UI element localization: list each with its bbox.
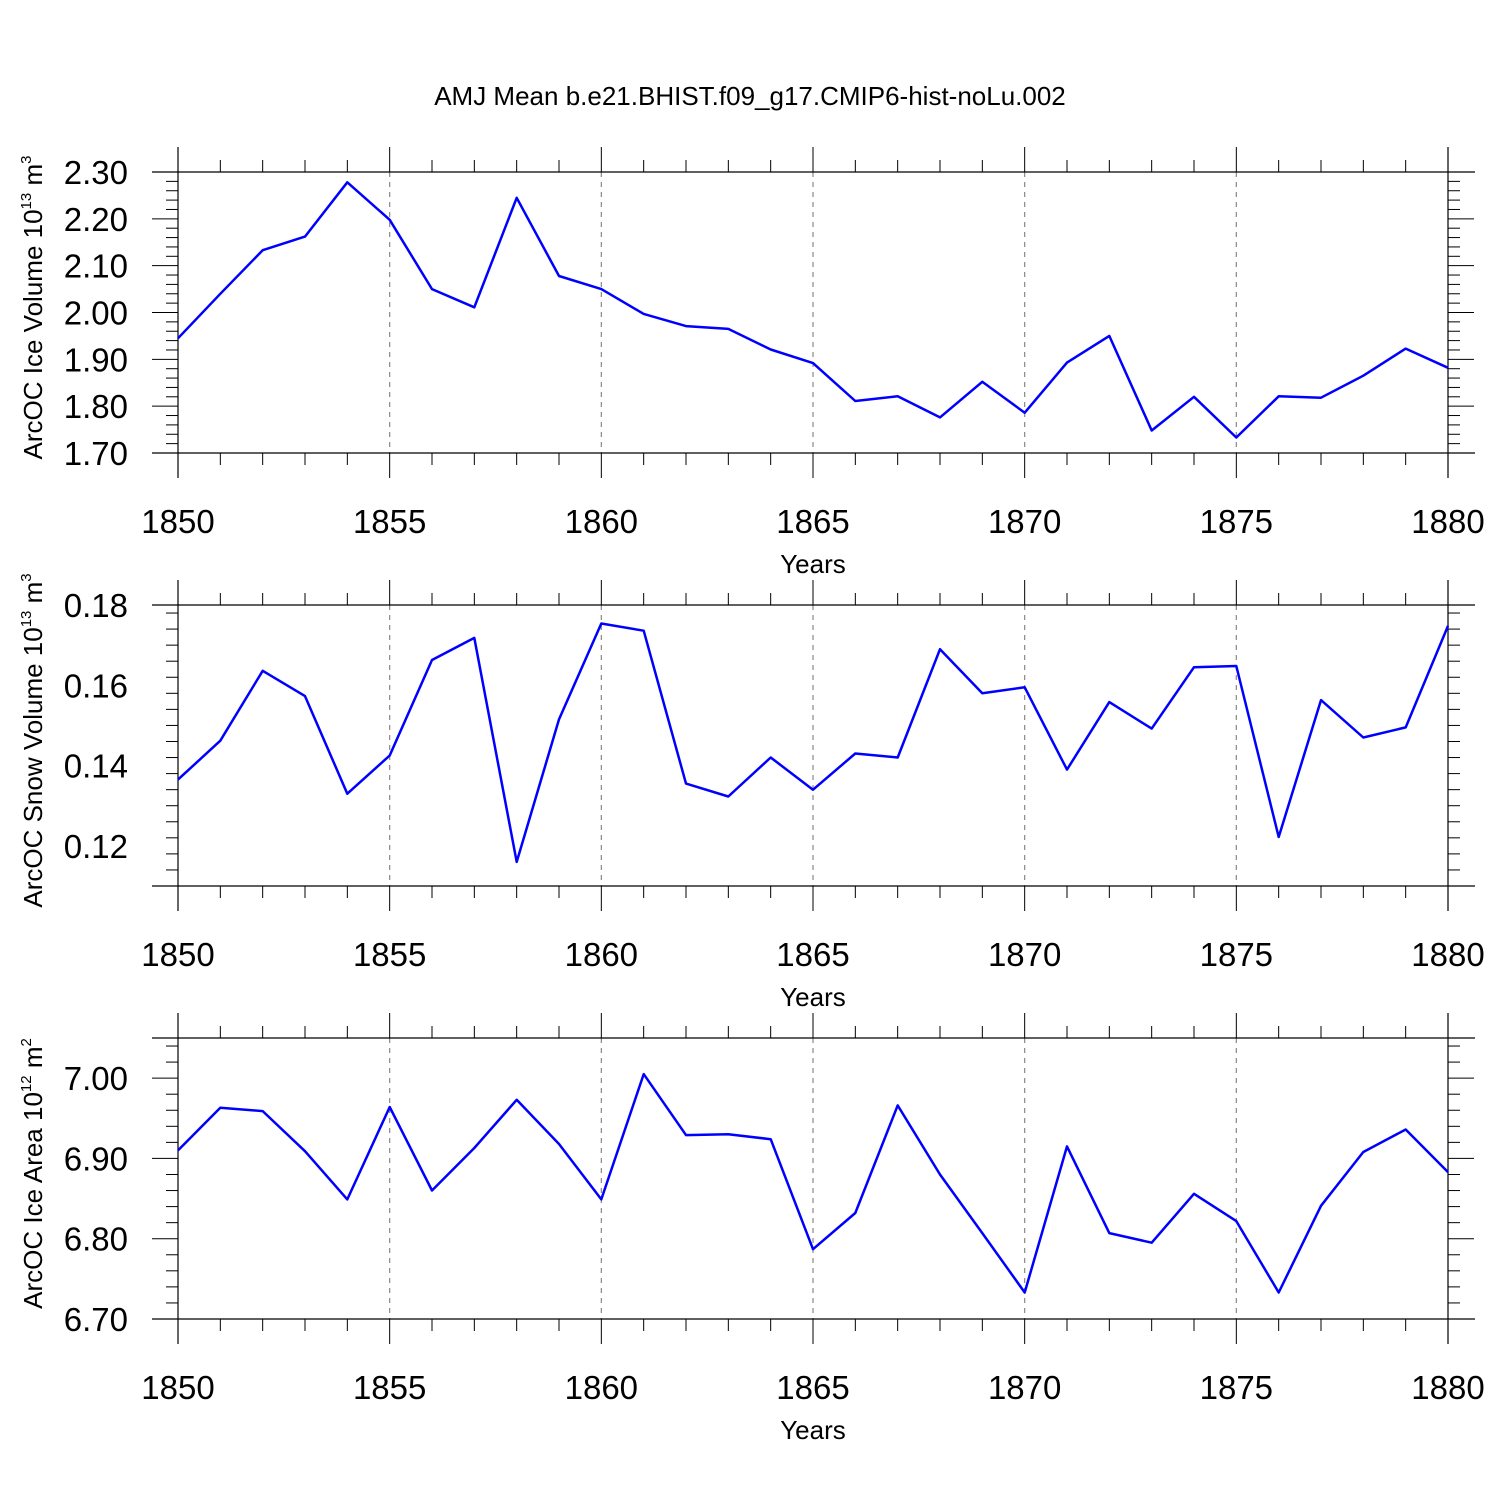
x-tick-label: 1860 (565, 503, 638, 540)
x-tick-label: 1860 (565, 1369, 638, 1406)
y-axis-label-unit-exponent: 3 (18, 156, 35, 164)
y-tick-label: 2.00 (64, 295, 128, 332)
x-axis-label: Years (780, 549, 846, 579)
y-axis-label-unit: m (18, 582, 48, 611)
x-tick-label: 1850 (141, 936, 214, 973)
y-tick-label: 2.20 (64, 201, 128, 238)
y-axis-label-unit-exponent: 3 (18, 573, 35, 581)
x-axis-label: Years (780, 982, 846, 1012)
x-tick-label: 1850 (141, 1369, 214, 1406)
x-tick-label: 1875 (1200, 503, 1273, 540)
y-tick-label: 2.10 (64, 248, 128, 285)
y-tick-label: 0.18 (64, 587, 128, 624)
x-tick-label: 1875 (1200, 1369, 1273, 1406)
y-axis-label-text: ArcOC Ice Area 10 (18, 1092, 48, 1309)
x-tick-label: 1860 (565, 936, 638, 973)
series-line (177, 181, 1449, 439)
y-tick-label: 6.90 (64, 1140, 128, 1177)
y-tick-label: 0.16 (64, 667, 128, 704)
series-line (177, 622, 1450, 864)
y-axis-label-text: ArcOC Snow Volume 10 (18, 627, 48, 907)
y-axis-label-text: ArcOC Ice Volume 10 (18, 209, 48, 459)
panel-3: 6.70 6.80 6.90 7.00 1850 1855 1860 1865 1870 1875… (18, 1013, 1485, 1445)
y-axis-label-exponent: 13 (18, 193, 35, 210)
panel-2: 0.12 0.14 0.16 0.18 1850 1855 1860 1865 1870 1875… (18, 573, 1485, 1012)
x-tick-label: 1880 (1411, 1369, 1484, 1406)
x-tick-label: 1880 (1411, 936, 1484, 973)
x-tick-label: 1855 (353, 936, 426, 973)
y-axis-label-exponent: 12 (18, 1075, 35, 1092)
y-tick-label: 0.14 (64, 748, 128, 785)
x-tick-label: 1865 (776, 1369, 849, 1406)
x-tick-label: 1870 (988, 1369, 1061, 1406)
y-tick-label: 6.80 (64, 1221, 128, 1258)
y-tick-label: 1.70 (64, 435, 128, 472)
y-tick-label: 1.90 (64, 341, 128, 378)
x-tick-label: 1870 (988, 503, 1061, 540)
x-axis-label: Years (780, 1415, 846, 1445)
y-tick-label: 2.30 (64, 154, 128, 191)
chart-title: AMJ Mean b.e21.BHIST.f09_g17.CMIP6-hist-… (434, 81, 1066, 111)
x-tick-label: 1865 (776, 503, 849, 540)
panel-1: 1.70 1.80 1.90 2.00 2.10 2.20 2.30 1850 1855 1860… (18, 147, 1485, 579)
y-axis-label: ArcOC Ice Area 1012 m2 (18, 1038, 48, 1309)
series-line (177, 1072, 1449, 1294)
x-tick-label: 1875 (1200, 936, 1273, 973)
y-tick-label: 6.70 (64, 1301, 128, 1338)
x-tick-label: 1855 (353, 503, 426, 540)
y-tick-label: 7.00 (64, 1060, 128, 1097)
x-tick-label: 1855 (353, 1369, 426, 1406)
x-tick-label: 1870 (988, 936, 1061, 973)
y-tick-label: 0.12 (64, 828, 128, 865)
y-axis-label-unit: m (18, 164, 48, 193)
y-axis-label-unit: m (18, 1047, 48, 1076)
x-tick-label: 1850 (141, 503, 214, 540)
x-tick-label: 1880 (1411, 503, 1484, 540)
y-axis-label-exponent: 13 (18, 611, 35, 628)
y-axis-label: ArcOC Ice Volume 1013 m3 (18, 156, 48, 460)
x-tick-label: 1865 (776, 936, 849, 973)
y-axis-label-unit-exponent: 2 (18, 1038, 35, 1046)
y-axis-label: ArcOC Snow Volume 1013 m3 (18, 573, 48, 907)
y-tick-label: 1.80 (64, 388, 128, 425)
